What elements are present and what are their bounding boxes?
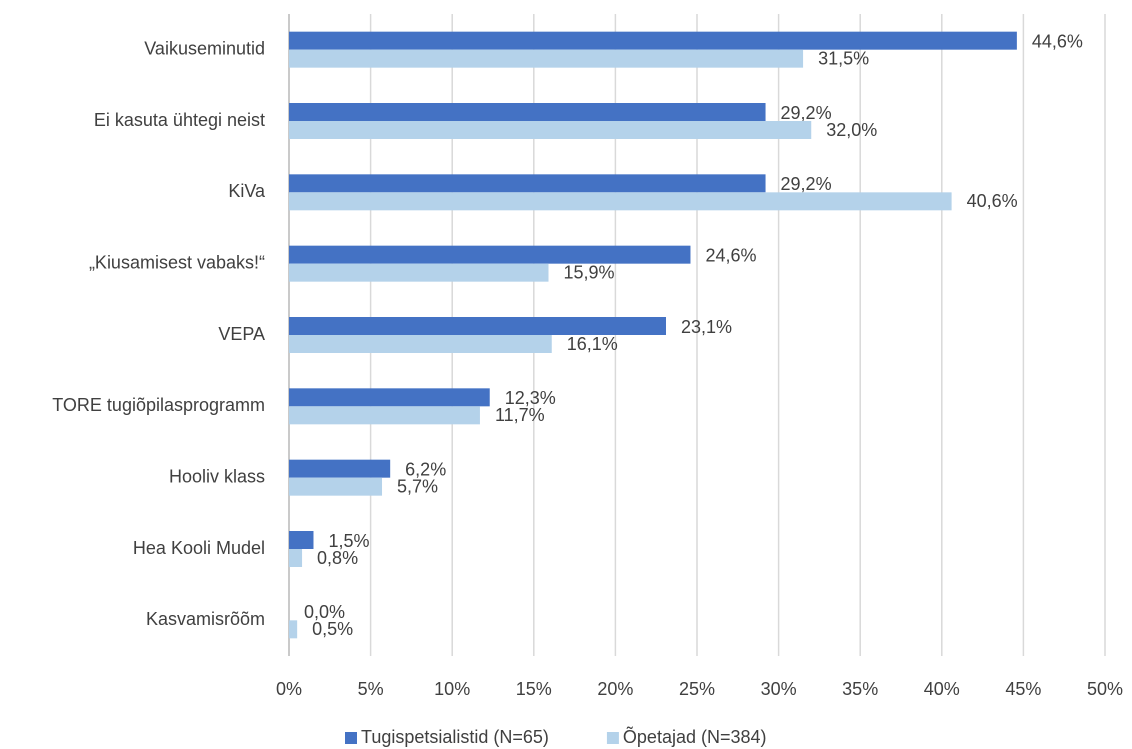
value-label: 6,2% xyxy=(405,459,446,479)
value-label: 29,2% xyxy=(781,174,832,194)
x-tick-label: 35% xyxy=(842,679,878,699)
y-tick-label: KiVa xyxy=(228,181,266,201)
bar xyxy=(289,245,691,264)
value-label: 11,7% xyxy=(495,405,545,425)
x-tick-label: 0% xyxy=(276,679,302,699)
bar xyxy=(289,531,314,549)
bar xyxy=(289,103,766,121)
y-tick-label: „Kiusamisest vabaks!“ xyxy=(89,252,265,272)
value-label: 40,6% xyxy=(967,191,1018,211)
y-tick-label: TORE tugiõpilasprogramm xyxy=(52,395,265,415)
y-tick-label: Hea Kooli Mudel xyxy=(133,538,265,558)
x-tick-label: 50% xyxy=(1087,679,1123,699)
y-tick-label: Vaikuseminutid xyxy=(144,38,265,58)
y-tick-label: Ei kasuta ühtegi neist xyxy=(94,110,265,130)
x-tick-label: 45% xyxy=(1005,679,1041,699)
x-tick-label: 15% xyxy=(516,679,552,699)
bar xyxy=(289,388,490,407)
legend-swatch xyxy=(345,732,357,744)
bar xyxy=(289,263,549,282)
y-tick-label: Kasvamisrõõm xyxy=(146,609,265,629)
value-label: 23,1% xyxy=(681,317,732,337)
bar xyxy=(289,31,1017,50)
bar xyxy=(289,174,766,193)
bar xyxy=(289,459,391,478)
value-label: 44,6% xyxy=(1032,31,1083,51)
bar xyxy=(289,406,480,425)
bar xyxy=(289,620,298,639)
value-label: 24,6% xyxy=(705,245,756,265)
value-label: 15,9% xyxy=(563,262,614,282)
y-tick-label: VEPA xyxy=(218,324,265,344)
value-label: 0,5% xyxy=(312,619,353,639)
value-label: 16,1% xyxy=(567,334,618,354)
x-tick-label: 5% xyxy=(358,679,384,699)
value-label: 32,0% xyxy=(826,120,877,140)
bar xyxy=(289,549,303,567)
value-label: 12,3% xyxy=(505,388,556,408)
value-label: 5,7% xyxy=(397,476,438,496)
bar xyxy=(289,317,666,335)
x-tick-label: 20% xyxy=(597,679,633,699)
x-tick-label: 30% xyxy=(761,679,797,699)
value-label: 29,2% xyxy=(781,103,832,123)
y-tick-label: Hooliv klass xyxy=(169,466,265,486)
value-label: 31,5% xyxy=(818,48,869,68)
value-label: 1,5% xyxy=(328,531,369,551)
bar xyxy=(289,192,952,211)
x-tick-label: 10% xyxy=(434,679,470,699)
legend-label: Tugispetsialistid (N=65) xyxy=(361,727,549,747)
bar xyxy=(289,49,804,68)
x-tick-label: 25% xyxy=(679,679,715,699)
value-label: 0,8% xyxy=(317,548,358,568)
bar xyxy=(289,477,383,496)
legend-swatch xyxy=(606,732,619,744)
bar xyxy=(289,335,552,353)
value-label: 0,0% xyxy=(304,602,345,622)
x-tick-label: 40% xyxy=(924,679,960,699)
bar xyxy=(289,121,812,139)
legend-label: Õpetajad (N=384) xyxy=(623,726,767,747)
